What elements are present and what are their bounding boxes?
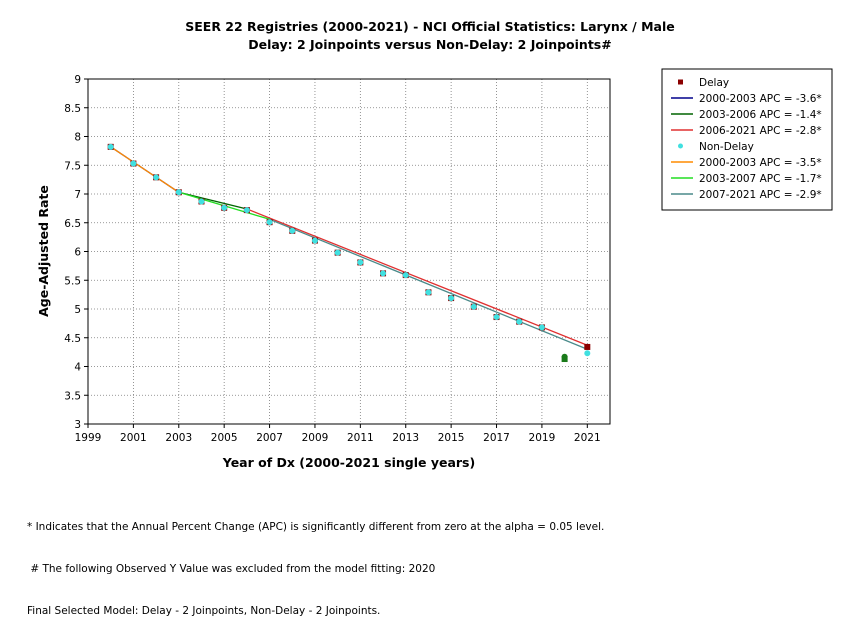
x-tick-label: 2011 (347, 432, 374, 444)
non-delay-point (289, 227, 296, 234)
non-delay-point (107, 143, 114, 150)
non-delay-point (425, 289, 432, 296)
non-delay-point (221, 204, 228, 211)
legend-label: Non-Delay (699, 141, 754, 153)
x-tick-label: 2001 (120, 432, 147, 444)
axis-ticks: 3 3.5 4 4.5 5 5.5 6 6.5 7 7.5 8 8.5 9 1999 2001 2003 200… (64, 74, 600, 444)
non-delay-point (402, 272, 409, 279)
non-delay-point (266, 219, 273, 226)
y-tick-label: 9 (74, 74, 81, 86)
y-tick-label: 7.5 (64, 160, 81, 172)
non-delay-point (130, 160, 137, 167)
x-tick-label: 2003 (165, 432, 192, 444)
x-axis-title: Year of Dx (2000-2021 single years) (222, 455, 475, 470)
x-tick-label: 2013 (392, 432, 419, 444)
y-tick-label: 4 (74, 362, 81, 374)
x-tick-label: 2015 (438, 432, 465, 444)
trend-segment (110, 146, 180, 193)
x-tick-label: 1999 (75, 432, 102, 444)
legend-label: 2000-2003 APC = -3.6* (699, 93, 822, 105)
non-delay-point (357, 259, 364, 266)
y-tick-label: 3.5 (64, 390, 81, 402)
y-tick-label: 7 (74, 189, 81, 201)
x-tick-label: 2017 (483, 432, 510, 444)
non-delay-point (311, 237, 318, 244)
y-tick-label: 6.5 (64, 218, 81, 230)
non-delay-point (334, 249, 341, 256)
trend-segment (269, 218, 588, 350)
legend-label: Delay (699, 77, 729, 89)
y-tick-label: 4.5 (64, 333, 81, 345)
legend-box (661, 68, 833, 211)
footnote-final-model: Final Selected Model: Delay - 2 Joinpoin… (27, 605, 381, 617)
y-tick-label: 8 (74, 132, 81, 144)
non-delay-point (448, 295, 455, 302)
non-delay-point (538, 324, 545, 331)
y-tick-label: 5.5 (64, 275, 81, 287)
legend-label: 2003-2007 APC = -1.7* (699, 173, 822, 185)
joinpoint-chart: SEER 22 Registries (2000-2021) - NCI Off… (36, 19, 833, 470)
trend-segment (246, 208, 588, 346)
y-tick-label: 6 (74, 247, 81, 259)
y-tick-label: 8.5 (64, 103, 81, 115)
footnotes: * Indicates that the Annual Percent Chan… (27, 492, 604, 632)
non-delay-point (153, 174, 160, 181)
legend-non-delay-marker (678, 143, 683, 149)
y-tick-label: 5 (74, 304, 81, 316)
x-tick-label: 2007 (256, 432, 283, 444)
footnote-significance: * Indicates that the Annual Percent Chan… (27, 521, 605, 533)
non-delay-point (493, 314, 500, 321)
non-delay-point (198, 198, 205, 205)
y-axis-title: Age-Adjusted Rate (36, 185, 51, 317)
non-delay-point (243, 207, 250, 214)
non-delay-point (380, 270, 387, 277)
chart-title-line-2: Delay: 2 Joinpoints versus Non-Delay: 2 … (248, 37, 611, 52)
x-tick-label: 2005 (211, 432, 238, 444)
non-delay-point (470, 303, 477, 310)
non-delay-point (516, 318, 523, 325)
trend-segments (110, 146, 588, 350)
legend-label: 2003-2006 APC = -1.4* (699, 109, 822, 121)
legend-label: 2006-2021 APC = -2.8* (699, 125, 822, 137)
legend-label: 2007-2021 APC = -2.9* (699, 189, 822, 201)
delay-point (584, 343, 591, 350)
non-delay-point (584, 350, 591, 357)
non-delay-excluded-point (561, 353, 568, 360)
x-tick-label: 2021 (574, 432, 601, 444)
legend-delay-marker (678, 79, 683, 85)
observed-points (107, 143, 591, 363)
x-tick-label: 2009 (302, 432, 329, 444)
footnote-excluded: # The following Observed Y Value was exc… (27, 563, 436, 575)
legend-label: 2000-2003 APC = -3.5* (699, 157, 822, 169)
x-tick-label: 2019 (529, 432, 556, 444)
legend: Delay 2000-2003 APC = -3.6* 2003-2006 APC … (661, 68, 833, 211)
non-delay-point (175, 189, 182, 196)
y-tick-label: 3 (74, 419, 81, 431)
chart-title-line-1: SEER 22 Registries (2000-2021) - NCI Off… (185, 19, 674, 34)
